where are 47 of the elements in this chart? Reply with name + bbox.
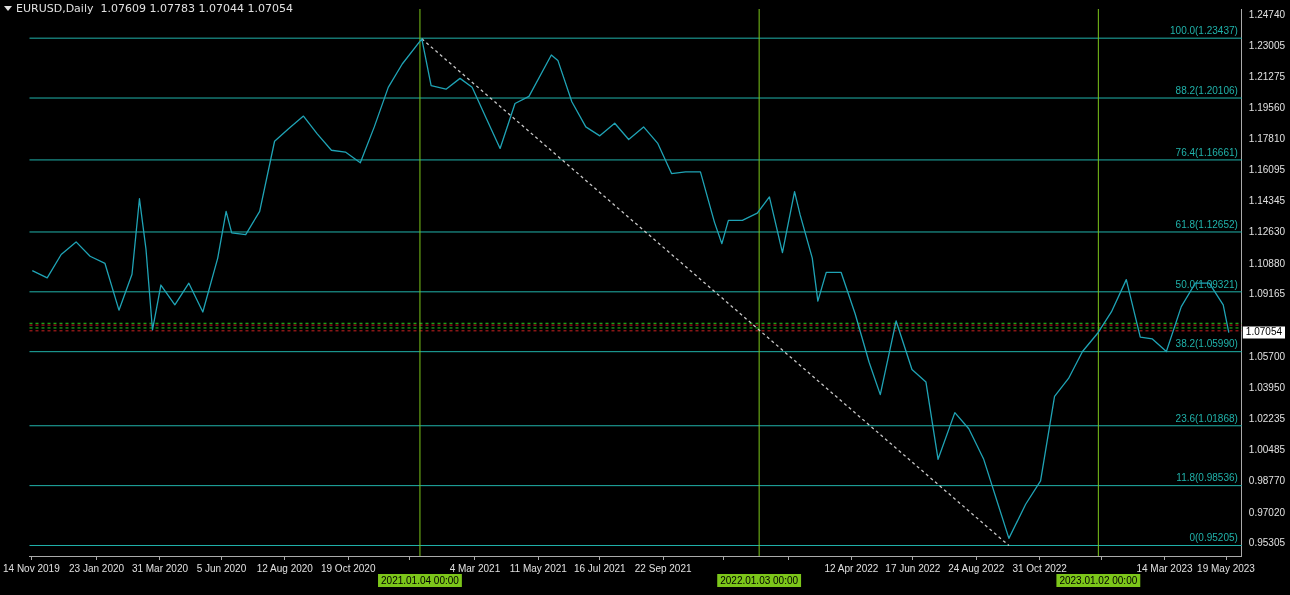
y-tick-label: 1.17810 bbox=[1248, 133, 1286, 145]
x-tick-label: 17 Jun 2022 bbox=[885, 562, 941, 574]
y-tick-label: 0.97020 bbox=[1248, 506, 1286, 518]
x-tick-label: 24 Aug 2022 bbox=[948, 562, 1005, 574]
x-tick-label: 11 May 2021 bbox=[509, 562, 568, 574]
ref-line-label: 11.8(0.98536) bbox=[1176, 472, 1238, 484]
ref-line-label: 50.0(1.09321) bbox=[1175, 278, 1238, 290]
x-tick-label: 31 Mar 2020 bbox=[131, 562, 189, 574]
y-tick-label: 1.14345 bbox=[1248, 195, 1286, 207]
y-tick-label: 1.23005 bbox=[1248, 39, 1286, 51]
x-tick-label: 14 Mar 2023 bbox=[1136, 562, 1194, 574]
chart-title: EURUSD,Daily 1.07609 1.07783 1.07044 1.07054 bbox=[16, 2, 293, 15]
x-tick-label: 19 Oct 2020 bbox=[320, 562, 376, 574]
annotation: 1.07054 bbox=[1245, 326, 1283, 338]
y-tick-label: 1.03950 bbox=[1248, 382, 1286, 394]
y-tick-label: 1.12630 bbox=[1248, 226, 1286, 238]
ref-line-label: 38.2(1.05990) bbox=[1175, 338, 1238, 350]
ref-line-label: 61.8(1.12652) bbox=[1175, 218, 1238, 230]
x-tick-label: 22 Sep 2021 bbox=[634, 562, 692, 574]
ref-line-label: 2023.01.02 00:00 bbox=[1059, 574, 1138, 586]
x-tick-label: 23 Jan 2020 bbox=[69, 562, 125, 574]
ref-line-label: 88.2(1.20106) bbox=[1175, 84, 1238, 96]
y-tick-label: 0.95305 bbox=[1248, 537, 1286, 549]
x-tick-label: 4 Mar 2021 bbox=[449, 562, 501, 574]
ref-line-label: 2022.01.03 00:00 bbox=[720, 574, 799, 586]
ref-line-label: 23.6(1.01868) bbox=[1175, 412, 1238, 424]
ref-line-label: 2021.01.04 00:00 bbox=[381, 574, 460, 586]
x-tick-label: 12 Apr 2022 bbox=[824, 562, 879, 574]
y-tick-label: 1.21275 bbox=[1248, 70, 1286, 82]
y-tick-label: 0.98770 bbox=[1248, 475, 1286, 487]
y-tick-label: 1.05700 bbox=[1248, 350, 1286, 362]
y-tick-label: 1.19560 bbox=[1248, 101, 1286, 113]
ref-line-label: 100.0(1.23437) bbox=[1170, 24, 1238, 36]
y-tick-label: 1.09165 bbox=[1248, 288, 1286, 300]
x-tick-label: 19 May 2023 bbox=[1197, 562, 1256, 574]
x-tick-label: 16 Jul 2021 bbox=[573, 562, 627, 574]
ref-line-label: 0(0.95205) bbox=[1189, 532, 1238, 544]
x-tick-label: 5 Jun 2020 bbox=[196, 562, 247, 574]
ref-line-label: 76.4(1.16661) bbox=[1175, 146, 1238, 158]
y-tick-label: 1.16095 bbox=[1248, 163, 1286, 175]
x-tick-label: 12 Aug 2020 bbox=[256, 562, 314, 574]
y-tick-label: 1.10880 bbox=[1248, 257, 1286, 269]
y-tick-label: 1.02235 bbox=[1248, 412, 1286, 424]
y-tick-label: 1.00485 bbox=[1248, 444, 1286, 456]
y-tick-label: 1.24740 bbox=[1248, 8, 1286, 20]
x-tick-label: 31 Oct 2022 bbox=[1012, 562, 1068, 574]
x-tick-label: 14 Nov 2019 bbox=[3, 562, 61, 574]
